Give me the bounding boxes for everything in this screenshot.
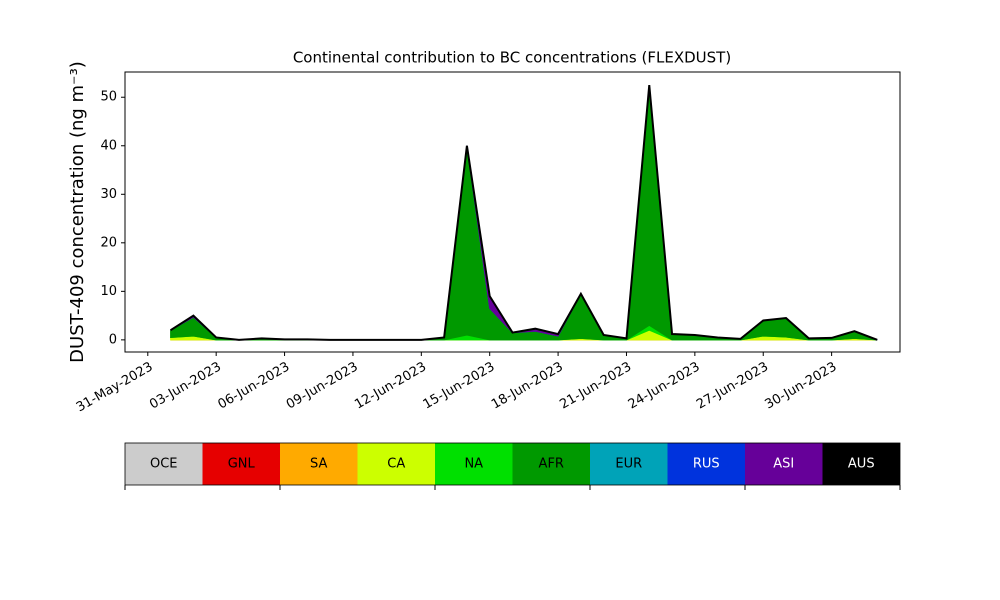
legend-swatch	[667, 443, 745, 485]
area	[170, 85, 878, 341]
area	[170, 85, 878, 341]
y-tick-label: 30	[100, 187, 117, 202]
legend-label: RUS	[693, 457, 720, 472]
legend-swatch	[435, 443, 513, 485]
x-tick-label: 06-Jun-2023	[215, 360, 292, 413]
legend-swatch	[357, 443, 435, 485]
x-tick-label: 03-Jun-2023	[147, 360, 224, 413]
legend-label: ASI	[773, 457, 794, 472]
legend-swatch	[202, 443, 280, 485]
legend-swatch	[822, 443, 900, 485]
legend-label: SA	[310, 457, 327, 472]
legend-label: CA	[387, 457, 405, 472]
legend-swatch	[280, 443, 358, 485]
plot-frame	[124, 71, 901, 353]
x-tick-label: 12-Jun-2023	[352, 360, 429, 413]
x-tick-label: 09-Jun-2023	[284, 360, 361, 413]
area	[170, 85, 878, 341]
y-axis-label: DUST-409 concentration (ng m⁻³)	[67, 61, 88, 363]
legend-label: AFR	[539, 457, 564, 472]
x-tick-label: 18-Jun-2023	[489, 360, 566, 413]
legend-frame	[124, 442, 901, 486]
legend-swatch	[590, 443, 668, 485]
area	[170, 85, 878, 341]
legend-label: GNL	[228, 457, 256, 472]
x-tick-label: 24-Jun-2023	[626, 360, 703, 413]
y-tick-label: 20	[100, 235, 117, 250]
x-tick-label: 27-Jun-2023	[694, 360, 771, 413]
x-tick-label: 30-Jun-2023	[763, 360, 840, 413]
y-tick-label: 50	[100, 90, 117, 105]
y-tick-label: 10	[100, 284, 117, 299]
area	[170, 85, 878, 341]
legend-label: NA	[464, 457, 483, 472]
legend-label: AUS	[848, 457, 875, 472]
y-tick-label: 0	[109, 332, 117, 347]
legend-swatch	[125, 443, 203, 485]
y-tick-label: 40	[100, 138, 117, 153]
legend-swatch	[745, 443, 823, 485]
chart-title: Continental contribution to BC concentra…	[293, 49, 731, 67]
x-tick-label: 31-May-2023	[74, 360, 156, 416]
legend-swatch	[512, 443, 590, 485]
legend-label: OCE	[150, 457, 178, 472]
x-tick-label: 21-Jun-2023	[557, 360, 634, 413]
x-tick-label: 15-Jun-2023	[421, 360, 498, 413]
legend-label: EUR	[615, 457, 642, 472]
